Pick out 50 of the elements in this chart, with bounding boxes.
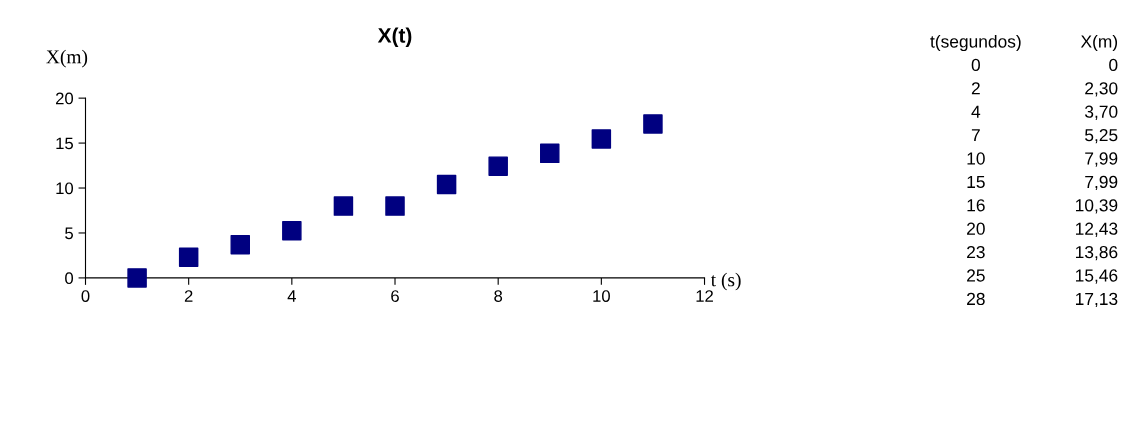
y-axis-title: X(m) [46, 49, 88, 68]
y-tick-label: 5 [65, 227, 73, 240]
point [178, 247, 199, 267]
point [282, 220, 302, 241]
text: 4 [971, 105, 981, 118]
x-tick-label: 4 [287, 290, 296, 302]
x-tick-label: 2 [184, 290, 193, 302]
x-axis-title: t (s) [710, 272, 741, 291]
text: 0 [1109, 58, 1118, 72]
point [436, 174, 457, 195]
text: 7,99 [1085, 175, 1118, 191]
text: 25 [967, 269, 985, 282]
text: 3,70 [1084, 105, 1118, 120]
text: 2 [971, 82, 980, 95]
text: 10,39 [1075, 199, 1118, 214]
text: 23 [967, 245, 985, 259]
text: 13,86 [1075, 245, 1118, 261]
text: 17,13 [1075, 292, 1118, 308]
text: 0 [971, 58, 980, 72]
point [540, 143, 560, 164]
text: 7,99 [1085, 152, 1118, 167]
point [385, 196, 405, 216]
text: 5,25 [1085, 128, 1118, 144]
text: 28 [967, 292, 985, 306]
point [127, 268, 147, 288]
x-tick-label: 12 [696, 290, 713, 302]
text: 2,30 [1085, 82, 1118, 97]
x-tick-label: 8 [494, 290, 503, 302]
y-tick-label: 0 [65, 272, 74, 285]
y-tick-label: 10 [56, 182, 74, 195]
text: 7 [971, 129, 980, 142]
y-tick-label: 20 [56, 92, 74, 105]
point [591, 129, 612, 149]
text: 20 [967, 222, 985, 235]
text: 10 [967, 152, 985, 165]
point [333, 196, 354, 216]
text: 15 [967, 175, 985, 189]
point [488, 156, 508, 176]
y-tick-label: 15 [56, 137, 73, 150]
text: 12,43 [1075, 222, 1118, 237]
point [643, 114, 663, 134]
text: 15,46 [1075, 269, 1118, 284]
category-label: t(segundos) [930, 34, 1021, 52]
x-tick-label: 10 [593, 290, 610, 302]
text: 16 [967, 199, 985, 212]
point [230, 234, 251, 255]
x-tick-label: 0 [81, 290, 90, 302]
category-label: X(m) [1080, 34, 1118, 52]
x-tick-label: 6 [391, 290, 399, 302]
chart-title: X(t) [377, 27, 412, 47]
